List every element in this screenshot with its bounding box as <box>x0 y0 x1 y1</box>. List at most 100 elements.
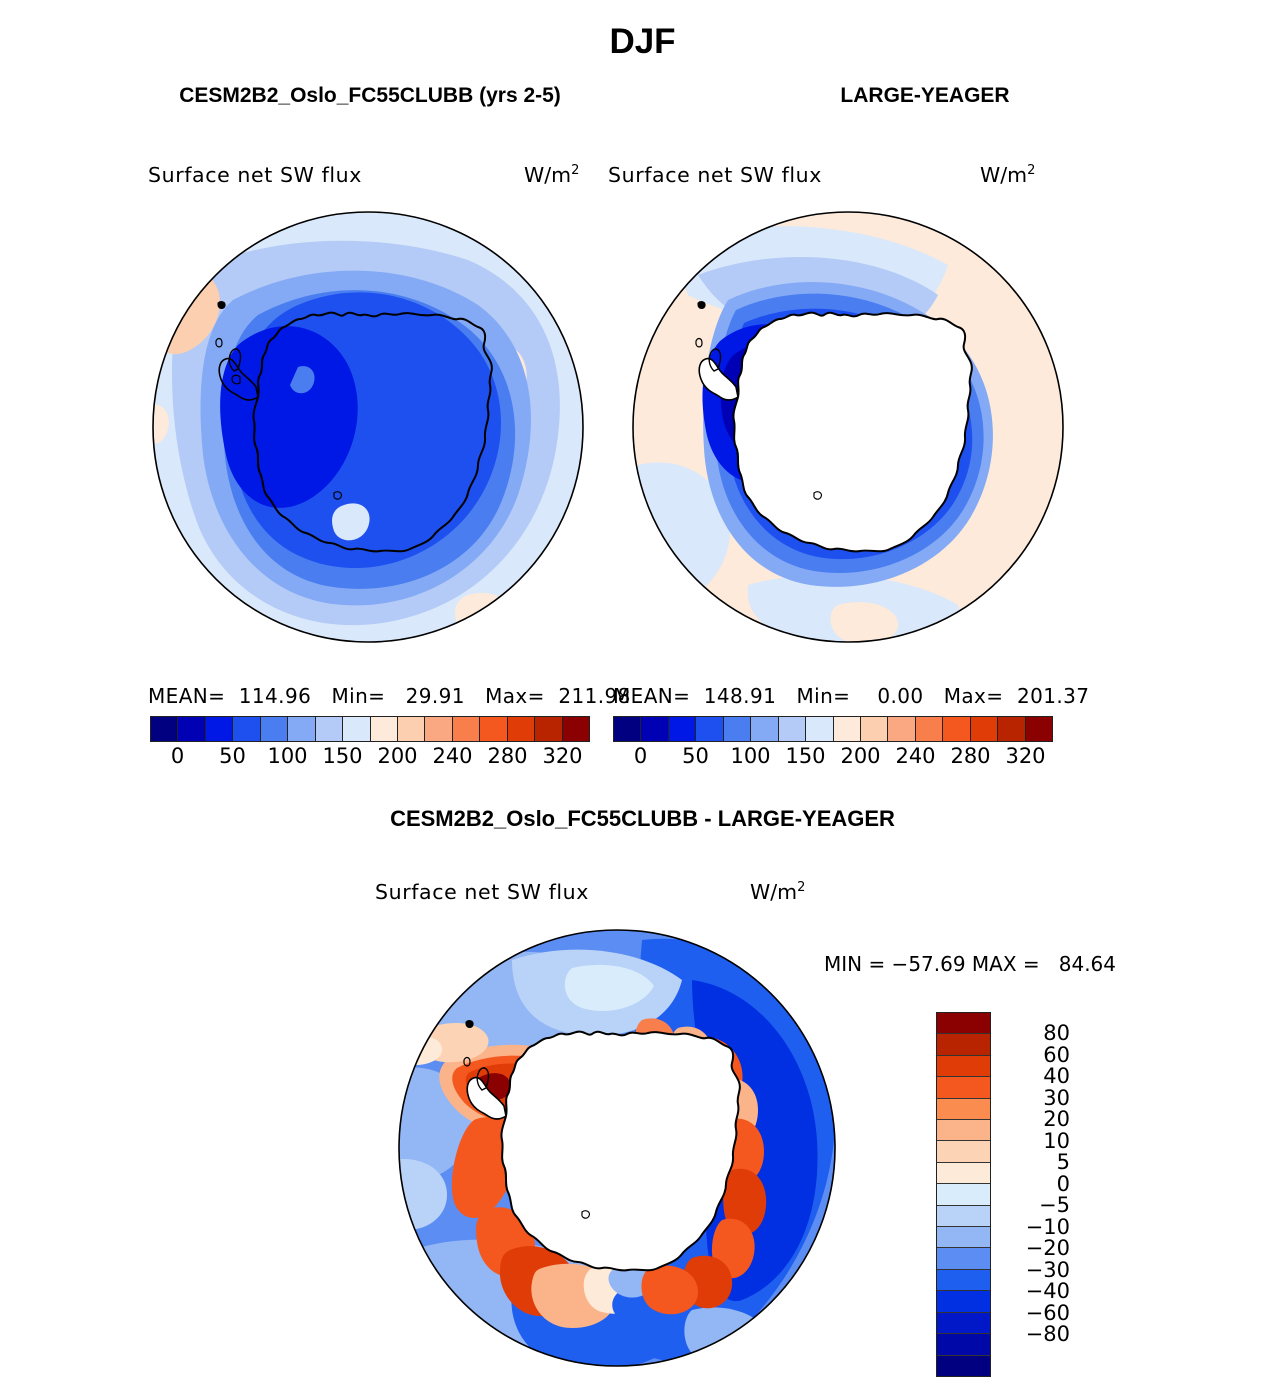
colorbar-cell <box>178 717 206 741</box>
colorbar-cell <box>937 1248 990 1270</box>
colorbar-tick-label: −30 <box>1025 1257 1070 1282</box>
right-map-circle-border <box>632 211 1064 643</box>
colorbar-cell <box>937 1034 990 1056</box>
colorbar-cell <box>452 717 481 741</box>
colorbar-tick-label: 200 <box>377 744 418 768</box>
colorbar-tick-label: 5 <box>1056 1150 1070 1175</box>
colorbar-tick-label: 280 <box>950 744 991 768</box>
colorbar-tick-label: 0 <box>170 744 185 768</box>
colorbar-cell <box>937 1055 990 1078</box>
difference-map-field <box>399 930 835 1366</box>
right-island-d <box>813 491 823 500</box>
right-island-c <box>695 337 703 348</box>
colorbar-tick-label: 280 <box>487 744 528 768</box>
left-antarctica-outline <box>252 311 493 553</box>
right-island-b <box>697 301 706 309</box>
colorbar-tick-label: 50 <box>682 744 709 768</box>
difference-panel-variable-label: Surface net SW flux <box>375 880 590 904</box>
left-colorbar-ticks: 0 50 100 150 200 240 280 320 <box>150 744 590 770</box>
right-panel-units-label: W/m2 <box>980 163 1035 187</box>
difference-colorbar[interactable] <box>936 1012 991 1377</box>
left-panel-variable-label: Surface net SW flux <box>148 163 363 187</box>
left-map-circle-border <box>152 211 584 643</box>
left-island-b <box>217 301 226 309</box>
colorbar-cell <box>937 1098 990 1121</box>
left-panel-map <box>148 205 588 655</box>
diff-units-text: W/m <box>750 880 798 904</box>
colorbar-cell <box>562 717 589 741</box>
colorbar-cell <box>915 717 944 741</box>
colorbar-tick-label: 50 <box>219 744 246 768</box>
left-island-d <box>333 491 343 500</box>
colorbar-tick-label: −5 <box>1039 1193 1070 1218</box>
colorbar-tick-label: 20 <box>1043 1107 1070 1132</box>
colorbar-cell <box>668 717 697 741</box>
colorbar-cell <box>943 717 971 741</box>
colorbar-cell <box>833 717 861 741</box>
colorbar-tick-label: 150 <box>322 744 363 768</box>
colorbar-tick-label: 100 <box>267 744 308 768</box>
colorbar-cell <box>233 717 261 741</box>
colorbar-tick-label: 150 <box>785 744 826 768</box>
colorbar-tick-label: 10 <box>1043 1128 1070 1153</box>
colorbar-cell <box>1025 717 1052 741</box>
right-colorbar[interactable] <box>613 716 1053 742</box>
colorbar-cell <box>937 1184 990 1206</box>
left-island-a <box>231 374 241 385</box>
left-map-svg <box>152 211 584 643</box>
difference-peninsula-outline <box>466 1076 507 1120</box>
difference-panel-units-label: W/m2 <box>750 880 805 904</box>
colorbar-cell <box>888 717 916 741</box>
colorbar-cell <box>937 1162 990 1185</box>
colorbar-tick-label: 100 <box>730 744 771 768</box>
colorbar-cell <box>937 1013 990 1035</box>
left-panel-units-label: W/m2 <box>524 163 579 187</box>
difference-island-b <box>465 1020 474 1028</box>
colorbar-cell <box>751 717 779 741</box>
left-panel-stats: MEAN= 114.96 Min= 29.91 Max= 211.98 <box>148 684 631 708</box>
difference-peninsula-tip <box>476 1067 490 1091</box>
left-peninsula-tip <box>228 348 242 372</box>
colorbar-cell <box>696 717 724 741</box>
colorbar-cell <box>425 717 453 741</box>
right-panel-case-title: LARGE-YEAGER <box>840 84 1010 107</box>
colorbar-cell <box>205 717 234 741</box>
colorbar-cell <box>937 1355 990 1376</box>
colorbar-cell <box>614 717 642 741</box>
colorbar-tick-label: 240 <box>432 744 473 768</box>
colorbar-cell <box>937 1205 990 1228</box>
colorbar-cell <box>535 717 563 741</box>
colorbar-cell <box>937 1077 990 1099</box>
left-peninsula-outline <box>218 357 259 401</box>
colorbar-cell <box>937 1334 990 1356</box>
right-map-svg <box>632 211 1064 643</box>
right-panel-variable-label: Surface net SW flux <box>608 163 823 187</box>
difference-colorbar-ticks: 80 60 40 30 20 10 5 0 −5 −10 −20 −30 −40 −60 −80 <box>998 1012 1078 1377</box>
colorbar-tick-label: −60 <box>1025 1300 1070 1325</box>
right-colorbar-ticks: 0 50 100 150 200 240 280 320 <box>613 744 1053 770</box>
colorbar-cell <box>315 717 344 741</box>
colorbar-cell <box>507 717 536 741</box>
colorbar-cell <box>937 1141 990 1163</box>
difference-panel-map <box>392 920 842 1380</box>
colorbar-cell <box>998 717 1026 741</box>
colorbar-tick-label: −80 <box>1025 1322 1070 1347</box>
colorbar-cell <box>970 717 999 741</box>
colorbar-tick-label: 60 <box>1043 1042 1070 1067</box>
colorbar-cell <box>937 1227 990 1249</box>
colorbar-cell <box>288 717 316 741</box>
colorbar-tick-label: 320 <box>1005 744 1046 768</box>
left-island-c <box>215 337 223 348</box>
colorbar-cell <box>151 717 179 741</box>
right-peninsula-tip <box>708 348 722 372</box>
colorbar-tick-label: 240 <box>895 744 936 768</box>
colorbar-cell <box>806 717 834 741</box>
left-colorbar[interactable] <box>150 716 590 742</box>
colorbar-tick-label: 320 <box>542 744 583 768</box>
right-units-exponent: 2 <box>1027 163 1036 179</box>
colorbar-cell <box>937 1312 990 1335</box>
colorbar-cell <box>260 717 289 741</box>
colorbar-cell <box>860 717 889 741</box>
difference-island-d <box>581 1210 591 1219</box>
difference-minmax-label: MIN = −57.69 MAX = 84.64 <box>823 952 1117 976</box>
